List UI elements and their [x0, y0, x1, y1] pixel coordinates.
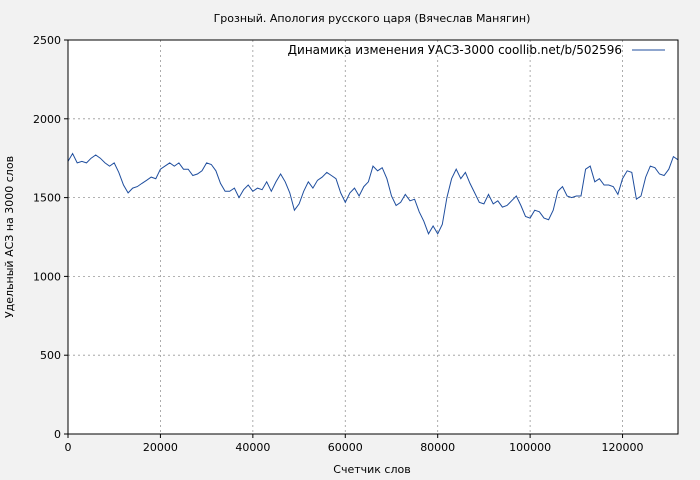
x-tick-label: 80000: [420, 441, 455, 454]
chart-title: Грозный. Апология русского царя (Вячесла…: [214, 12, 531, 25]
ticks: 0 20000 40000 60000 80000 100000 120000 0 500 100…: [33, 34, 644, 454]
y-tick-label: 500: [40, 349, 61, 362]
x-tick-label: 60000: [328, 441, 363, 454]
plot-area: 0 20000 40000 60000 80000 100000 120000 0 500 100…: [33, 34, 679, 454]
x-tick-label: 100000: [509, 441, 551, 454]
plot-background: [68, 40, 678, 434]
y-tick-label: 1500: [33, 192, 61, 205]
plot-frame: [67, 39, 679, 435]
x-tick-label: 0: [65, 441, 72, 454]
legend: Динамика изменения УАСЗ-3000 coollib.net…: [288, 43, 665, 57]
legend-label: Динамика изменения УАСЗ-3000 coollib.net…: [288, 43, 622, 57]
y-tick-label: 1000: [33, 270, 61, 283]
x-tick-label: 20000: [143, 441, 178, 454]
x-tick-label: 40000: [235, 441, 270, 454]
x-axis-label: Счетчик слов: [333, 463, 410, 476]
x-tick-label: 120000: [602, 441, 644, 454]
y-tick-label: 2500: [33, 34, 61, 47]
y-tick-label: 2000: [33, 113, 61, 126]
grid: [68, 40, 678, 434]
y-axis-label: Удельный АСЗ на 3000 слов: [3, 156, 16, 318]
series-line: [67, 152, 679, 235]
y-tick-label: 0: [54, 428, 61, 441]
